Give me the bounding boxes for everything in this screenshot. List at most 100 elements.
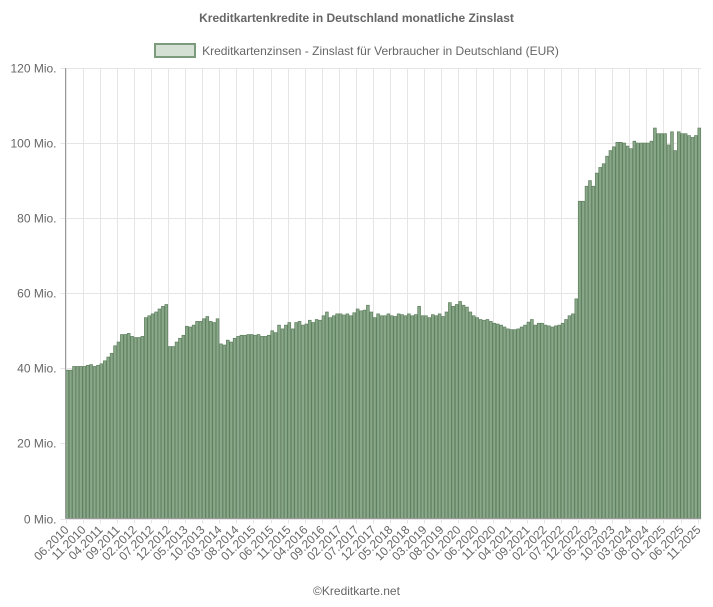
bar[interactable] [150, 313, 155, 519]
bar[interactable] [642, 142, 647, 519]
bar[interactable] [178, 337, 182, 519]
bar[interactable] [89, 364, 93, 519]
bar[interactable] [68, 369, 73, 519]
bar[interactable] [379, 315, 384, 519]
bar[interactable] [359, 310, 363, 519]
bar[interactable] [554, 325, 558, 519]
bar[interactable] [543, 324, 548, 519]
bar[interactable] [653, 127, 657, 519]
bar[interactable] [540, 322, 544, 519]
bar[interactable] [294, 322, 298, 519]
bar[interactable] [506, 328, 510, 519]
bar[interactable] [581, 200, 585, 519]
bar[interactable] [72, 366, 76, 519]
bar[interactable] [284, 324, 288, 519]
bar[interactable] [123, 334, 128, 519]
bar[interactable] [208, 321, 213, 519]
bar[interactable] [376, 313, 380, 519]
bar[interactable] [171, 346, 175, 519]
bar[interactable] [564, 319, 568, 519]
bar[interactable] [215, 318, 220, 519]
bar[interactable] [335, 313, 339, 519]
bar[interactable] [390, 315, 394, 519]
bar[interactable] [167, 346, 172, 519]
bar[interactable] [461, 304, 466, 519]
bar[interactable] [161, 306, 165, 519]
bar[interactable] [444, 311, 449, 519]
bar[interactable] [287, 322, 292, 519]
bar[interactable] [369, 311, 374, 519]
bar[interactable] [338, 313, 343, 519]
bar[interactable] [383, 315, 387, 519]
bar[interactable] [157, 308, 162, 519]
bar[interactable] [530, 319, 534, 519]
bar[interactable] [458, 301, 462, 519]
bar[interactable] [154, 311, 158, 519]
bar[interactable] [591, 185, 596, 519]
bar[interactable] [670, 131, 674, 519]
bar[interactable] [273, 332, 278, 519]
bar[interactable] [345, 313, 350, 519]
bar[interactable] [229, 341, 233, 519]
bar[interactable] [420, 315, 425, 519]
bar[interactable] [85, 364, 90, 519]
bar[interactable] [185, 325, 189, 519]
bar[interactable] [400, 314, 404, 519]
bar[interactable] [270, 330, 274, 519]
bar[interactable] [595, 172, 599, 519]
bar[interactable] [181, 334, 186, 519]
chart-legend[interactable]: Kreditkartenzinsen - Zinslast für Verbra… [0, 43, 713, 58]
bar[interactable] [629, 148, 633, 519]
bar[interactable] [106, 356, 110, 519]
bar[interactable] [646, 142, 650, 519]
bar[interactable] [516, 328, 520, 519]
bar[interactable] [677, 131, 681, 519]
bar[interactable] [362, 309, 367, 519]
bar[interactable] [304, 323, 309, 519]
bar[interactable] [690, 137, 695, 519]
bar[interactable] [526, 321, 531, 519]
bar[interactable] [410, 315, 415, 519]
bar[interactable] [314, 319, 319, 519]
bar[interactable] [533, 324, 538, 519]
bar[interactable] [673, 150, 678, 519]
bar[interactable] [499, 324, 503, 519]
bar[interactable] [246, 334, 251, 519]
bar[interactable] [109, 352, 114, 519]
bar[interactable] [113, 345, 117, 519]
bar[interactable] [260, 336, 264, 519]
bar[interactable] [625, 145, 630, 519]
bar[interactable] [513, 329, 517, 519]
bar[interactable] [263, 336, 268, 519]
bar[interactable] [427, 317, 432, 519]
bar[interactable] [608, 150, 613, 519]
bar[interactable] [663, 133, 667, 519]
bar[interactable] [253, 334, 257, 519]
bar[interactable] [75, 366, 80, 519]
bar[interactable] [584, 185, 589, 519]
bar[interactable] [325, 311, 329, 519]
bar[interactable] [622, 142, 626, 519]
bar[interactable] [144, 317, 148, 519]
bar[interactable] [349, 315, 353, 519]
bar[interactable] [188, 326, 192, 519]
bar[interactable] [666, 144, 671, 519]
bar[interactable] [636, 142, 640, 519]
bar[interactable] [386, 313, 391, 519]
bar[interactable] [697, 127, 702, 519]
bar[interactable] [605, 155, 609, 519]
bar[interactable] [441, 316, 445, 519]
bar[interactable] [407, 313, 411, 519]
bar[interactable] [243, 334, 247, 519]
bar[interactable] [205, 316, 210, 519]
bar[interactable] [694, 135, 698, 519]
bar[interactable] [133, 337, 138, 519]
bar[interactable] [116, 341, 121, 519]
bar[interactable] [454, 304, 459, 519]
bar[interactable] [424, 315, 428, 519]
bar[interactable] [232, 337, 237, 519]
bar[interactable] [509, 329, 514, 519]
bar[interactable] [65, 369, 69, 519]
bar[interactable] [567, 315, 572, 519]
bar[interactable] [485, 319, 490, 519]
